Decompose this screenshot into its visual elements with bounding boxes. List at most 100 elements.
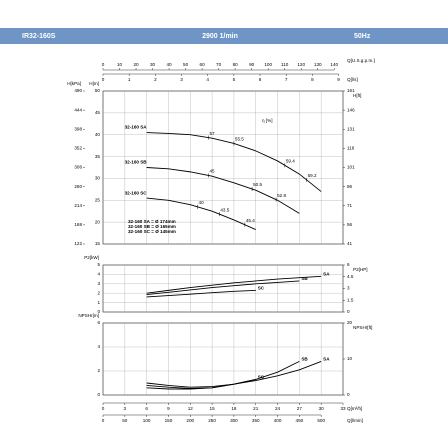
y2-tick-label: 10 — [347, 356, 353, 361]
x-axis-title: Q[l/s] — [347, 77, 358, 82]
x-tick-label: 3 — [180, 77, 183, 82]
y-tick-label: 6 — [97, 320, 100, 325]
x-tick-label: 21 — [253, 406, 259, 411]
x-axis-title: Q[l/min] — [347, 418, 363, 423]
series-label: SB — [301, 276, 308, 281]
y2-axis-title: NPSHr[ft] — [353, 325, 372, 330]
x-tick-label: 6 — [259, 77, 262, 82]
x-tick-label: 24 — [275, 406, 281, 411]
x-tick-label: 4 — [206, 77, 209, 82]
y-axis-title: NPSHr[m] — [78, 313, 99, 318]
y3-axis-title: H[kPa] — [67, 81, 81, 86]
y2-axis-title: P2[HP] — [353, 267, 368, 272]
y2-tick-label: 4.5 — [347, 274, 354, 279]
x-tick-label: 8 — [311, 77, 314, 82]
y2-tick-label: 56 — [347, 222, 353, 227]
y-tick-label: 35 — [95, 154, 101, 159]
x-tick-label: 50 — [183, 62, 189, 67]
x-tick-label: 1 — [128, 77, 131, 82]
y-tick-label: 45 — [95, 110, 101, 115]
y-tick-label: 3 — [97, 281, 100, 286]
x-tick-label: 9 — [337, 77, 340, 82]
curve — [146, 280, 300, 296]
x-tick-label: 140 — [330, 62, 338, 67]
y-tick-label: 5 — [97, 262, 100, 267]
note: 32-160 SB = Ø 165mm — [128, 224, 176, 229]
y3-tick-label: 260 — [74, 184, 82, 189]
y3-tick-label: 214 — [74, 203, 82, 208]
x-tick-label: 80 — [233, 62, 239, 67]
y-tick-label: 2 — [97, 368, 100, 373]
y2-tick-label: 131 — [347, 126, 355, 131]
x-tick-label: 60 — [200, 62, 206, 67]
y-tick-label: 50 — [95, 88, 101, 93]
curve — [146, 167, 300, 214]
y2-tick-label: 116 — [347, 146, 355, 151]
y-tick-label: 4 — [97, 344, 100, 349]
x-tick-label: 9 — [167, 406, 170, 411]
x-tick-label: 2 — [154, 77, 157, 82]
frequency: 50Hz — [354, 33, 371, 40]
efficiency-label: 55.5 — [235, 137, 244, 142]
x-tick-label: 100 — [264, 62, 272, 67]
y2-tick-label: 3 — [347, 286, 350, 291]
x-axis-title: Q[U.S.g.p.m.] — [347, 58, 375, 63]
y2-tick-label: 20 — [347, 320, 353, 325]
y-tick-label: 15 — [95, 241, 101, 246]
x-tick-label: 0 — [102, 406, 105, 411]
curve — [146, 197, 256, 230]
y-axis-title: P2[kW] — [84, 255, 99, 260]
model: IR32-160S — [22, 33, 56, 40]
speed: 2900 1/min — [202, 33, 238, 40]
y-tick-label: 30 — [95, 176, 101, 181]
x-tick-label: 120 — [297, 62, 305, 67]
x-tick-label: 15 — [210, 406, 216, 411]
series-label: SC — [258, 375, 265, 380]
efficiency-label: 59.2 — [308, 173, 317, 178]
x-tick-label: 10 — [117, 62, 123, 67]
annotation: η [%] — [262, 118, 272, 123]
series-label: 32-160 SB — [125, 160, 148, 165]
efficiency-label: 57 — [209, 131, 215, 136]
y2-tick-label: 41 — [347, 241, 353, 246]
y2-tick-label: 101 — [347, 165, 355, 170]
x-tick-label: 300 — [230, 418, 238, 423]
y2-tick-label: 6 — [347, 262, 350, 267]
x-tick-label: 90 — [249, 62, 255, 67]
x-tick-label: 0 — [102, 418, 105, 423]
x-tick-label: 450 — [296, 418, 304, 423]
x-tick-label: 27 — [297, 406, 303, 411]
x-tick-label: 250 — [208, 418, 216, 423]
x-tick-label: 5 — [233, 77, 236, 82]
note: 32-160 SA = Ø 174mm — [128, 219, 176, 224]
x-tick-label: 40 — [167, 62, 173, 67]
x-tick-label: 3 — [124, 406, 127, 411]
y2-tick-label: 0 — [347, 392, 350, 397]
x-tick-label: 110 — [281, 62, 289, 67]
x-tick-label: 200 — [186, 418, 194, 423]
x-tick-label: 50 — [122, 418, 128, 423]
x-tick-label: 0 — [102, 77, 105, 82]
plot-frame — [102, 264, 344, 313]
y3-tick-label: 398 — [74, 126, 82, 131]
x-tick-label: 400 — [274, 418, 282, 423]
x-axis-title: Q[m³/h] — [347, 406, 362, 411]
y-tick-label: 4 — [97, 272, 100, 277]
x-tick-label: 100 — [143, 418, 151, 423]
y-tick-label: 20 — [95, 219, 101, 224]
curve — [146, 360, 300, 389]
series-label: 32-160 SA — [125, 125, 148, 130]
y-tick-label: 40 — [95, 132, 101, 137]
header-bar — [0, 28, 448, 44]
curve — [146, 378, 256, 390]
y2-tick-label: 1.5 — [347, 297, 354, 302]
x-tick-label: 6 — [145, 406, 148, 411]
curve — [146, 289, 256, 298]
x-tick-label: 70 — [216, 62, 222, 67]
y-tick-label: 0 — [97, 309, 100, 314]
series-label: SA — [323, 357, 330, 362]
y3-tick-label: 306 — [74, 165, 82, 170]
series-label: 32-160 SC — [125, 190, 148, 195]
y-tick-label: 25 — [95, 198, 101, 203]
y-tick-label: 0 — [97, 392, 100, 397]
